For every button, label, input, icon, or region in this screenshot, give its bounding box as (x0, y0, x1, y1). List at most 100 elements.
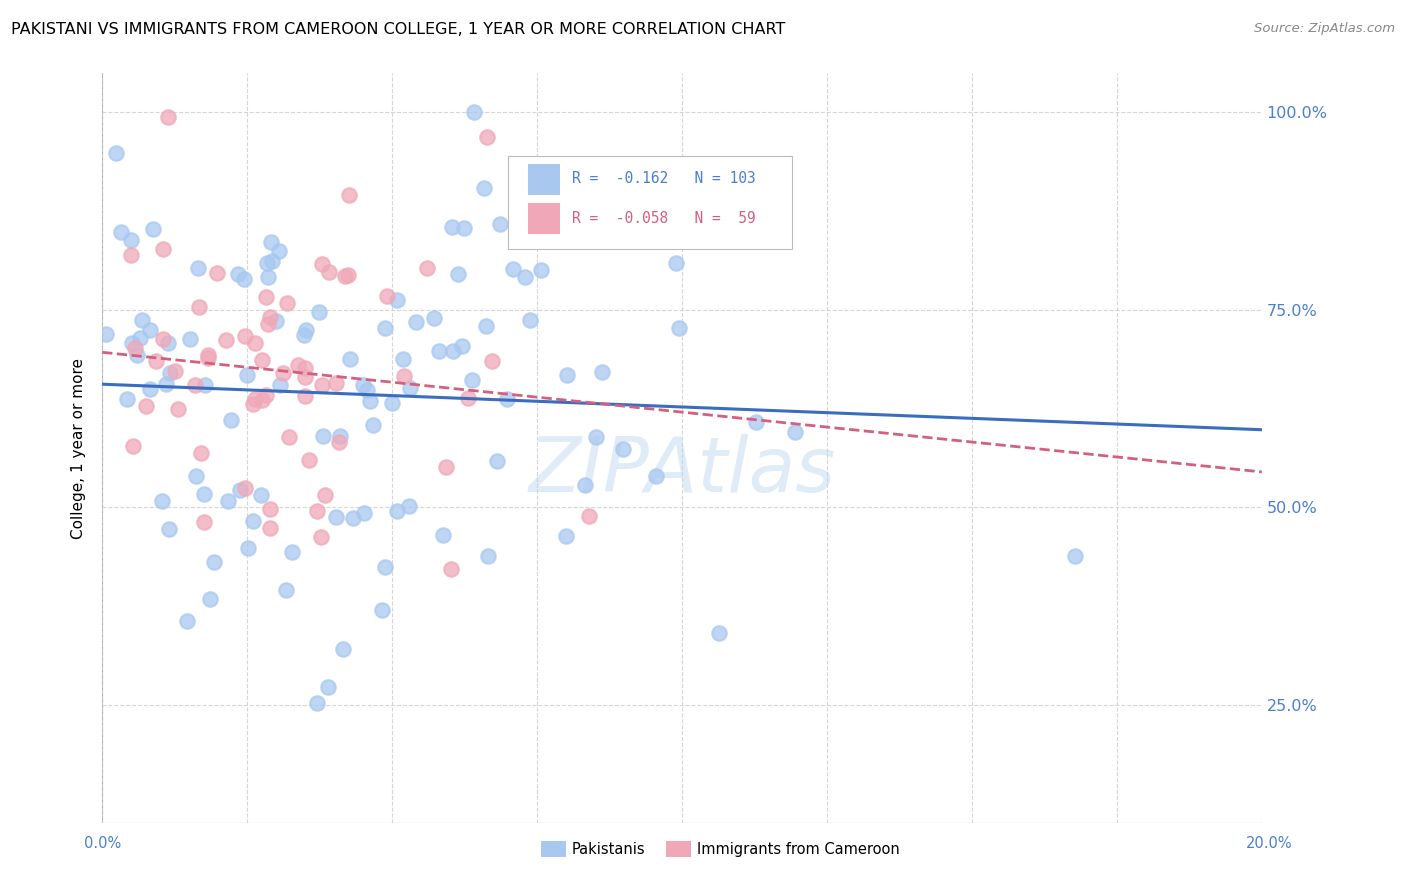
FancyBboxPatch shape (527, 164, 560, 195)
Point (374, 560, 396, 574)
Point (515, 270, 537, 285)
Point (250, 488, 273, 502)
Point (259, 310, 281, 325)
Point (198, 592, 221, 607)
Text: Immigrants from Cameroon: Immigrants from Cameroon (697, 842, 900, 857)
Point (121, 439, 143, 453)
Point (236, 368, 259, 382)
Point (311, 530, 333, 544)
Point (352, 377, 374, 392)
Text: Pakistanis: Pakistanis (572, 842, 645, 857)
Point (441, 344, 464, 359)
Point (328, 434, 350, 449)
Text: R =  -0.162   N = 103: R = -0.162 N = 103 (572, 171, 755, 186)
Point (477, 549, 499, 563)
Point (453, 221, 475, 235)
Point (332, 642, 354, 657)
Point (385, 504, 408, 518)
Point (125, 348, 148, 362)
Point (276, 295, 298, 310)
Point (405, 315, 427, 329)
Point (591, 365, 613, 379)
Point (105, 146, 128, 161)
Point (436, 460, 458, 475)
Point (190, 446, 212, 460)
Point (157, 522, 180, 536)
Point (574, 478, 596, 492)
Point (273, 366, 295, 380)
Point (236, 541, 259, 555)
Point (245, 336, 267, 351)
Point (197, 351, 219, 366)
Point (139, 323, 162, 337)
FancyBboxPatch shape (527, 202, 560, 235)
Point (159, 366, 181, 380)
Point (294, 360, 316, 375)
Y-axis label: College, 1 year or more: College, 1 year or more (72, 358, 86, 539)
Point (440, 562, 463, 576)
Point (156, 110, 179, 124)
Point (292, 327, 315, 342)
Point (257, 269, 280, 284)
Point (167, 402, 190, 417)
Point (423, 311, 446, 326)
Point (427, 344, 450, 359)
Point (228, 267, 250, 281)
Point (385, 293, 408, 307)
Point (179, 332, 201, 346)
Point (138, 382, 160, 396)
Point (481, 353, 503, 368)
Text: ZIPAtlas: ZIPAtlas (529, 434, 835, 508)
Point (229, 483, 252, 497)
Point (645, 468, 668, 483)
Point (252, 352, 274, 367)
Point (269, 378, 291, 392)
Point (254, 290, 277, 304)
Point (155, 376, 177, 391)
Point (243, 392, 266, 407)
Point (197, 349, 219, 363)
Point (416, 260, 439, 275)
Point (485, 454, 508, 468)
Point (311, 377, 333, 392)
Text: Source: ZipAtlas.com: Source: ZipAtlas.com (1254, 22, 1395, 36)
Point (242, 397, 264, 411)
Point (375, 289, 398, 303)
Point (472, 181, 495, 195)
Point (783, 425, 806, 440)
Point (260, 253, 283, 268)
Point (176, 614, 198, 628)
Point (187, 260, 209, 275)
Point (202, 555, 225, 569)
Point (128, 331, 150, 345)
FancyBboxPatch shape (508, 155, 792, 250)
Point (337, 188, 360, 202)
Point (359, 394, 381, 409)
Text: 0.0%: 0.0% (83, 836, 121, 851)
Point (440, 220, 463, 235)
Point (156, 335, 179, 350)
Point (145, 354, 167, 368)
Point (219, 413, 242, 427)
Point (519, 312, 541, 326)
Point (278, 430, 301, 444)
Point (353, 506, 375, 520)
Point (316, 680, 339, 694)
Point (193, 515, 215, 529)
Point (233, 272, 256, 286)
Point (325, 376, 347, 390)
Point (186, 468, 208, 483)
Point (333, 269, 356, 284)
Point (205, 266, 228, 280)
Point (131, 313, 153, 327)
Point (502, 261, 524, 276)
Point (578, 508, 600, 523)
Point (312, 429, 335, 443)
Point (457, 391, 479, 405)
Point (274, 583, 297, 598)
Point (215, 333, 238, 347)
Text: R =  -0.058   N =  59: R = -0.058 N = 59 (572, 211, 755, 226)
Point (495, 392, 517, 406)
Point (184, 377, 207, 392)
Point (381, 396, 404, 410)
